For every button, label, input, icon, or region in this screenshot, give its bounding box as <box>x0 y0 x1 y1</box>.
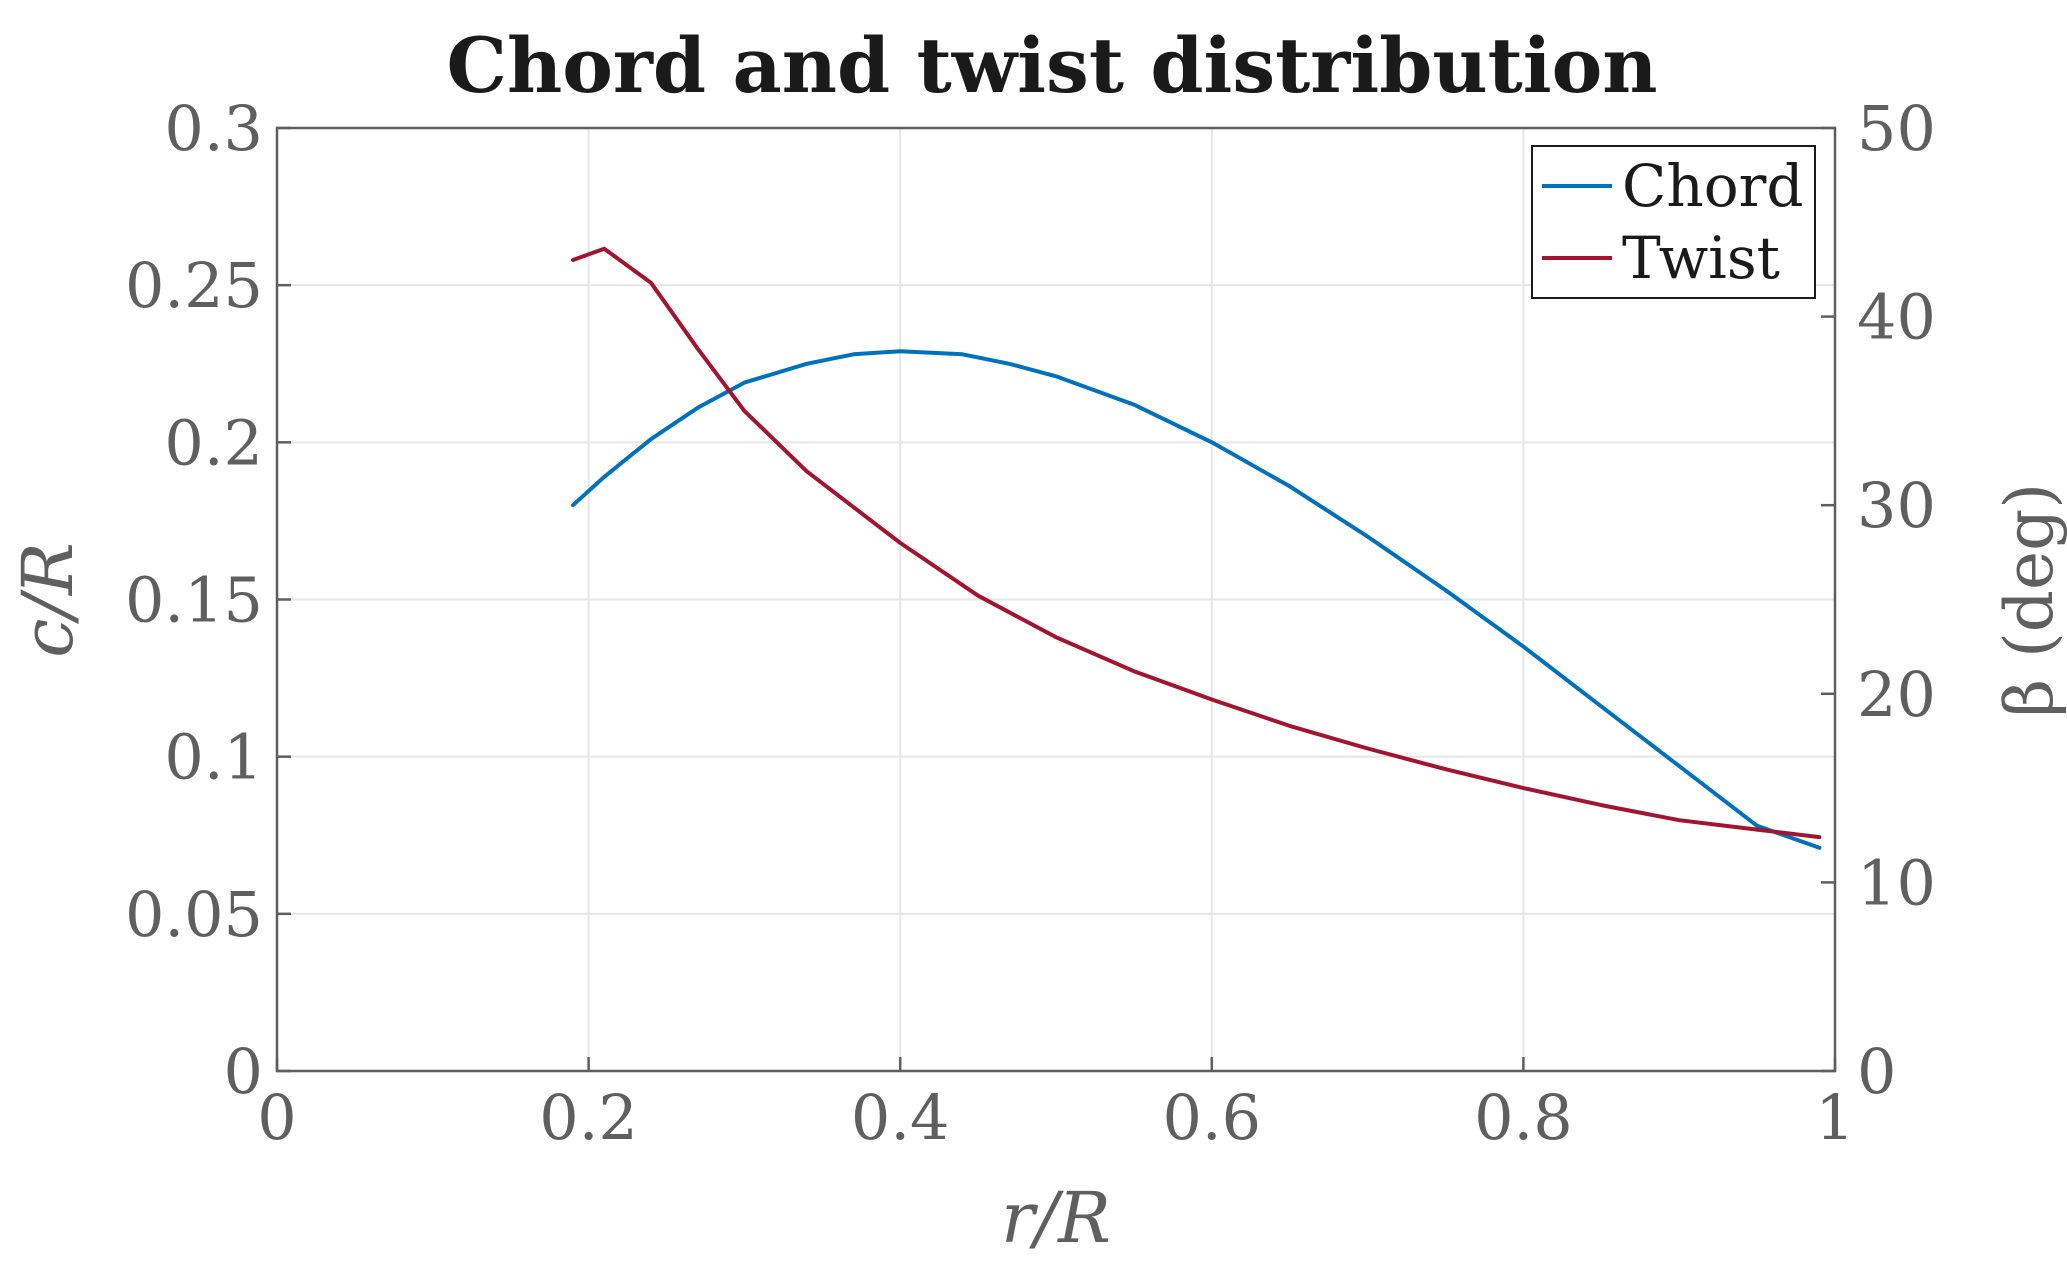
x-tick-label: 0.2 <box>539 1081 638 1154</box>
x-tick-label: 0.6 <box>1162 1081 1261 1154</box>
series-layer <box>571 246 1822 850</box>
y-left-tick-label: 0 <box>224 1035 263 1108</box>
x-tick-label: 1 <box>1815 1081 1854 1154</box>
y-right-tick-label: 0 <box>1857 1035 1896 1108</box>
legend-label-twist: Twist <box>1622 224 1780 292</box>
y-right-tick-label: 50 <box>1857 92 1936 165</box>
x-tick-label: 0.8 <box>1474 1081 1573 1154</box>
y-left-tick-label: 0.2 <box>164 406 263 479</box>
chart-title: Chord and twist distribution <box>446 21 1657 110</box>
series-line-chord <box>571 349 1822 850</box>
y-left-tick-label: 0.1 <box>164 721 263 794</box>
x-tick-label: 0 <box>257 1081 296 1154</box>
y-axis-label-left: c/R <box>7 542 89 658</box>
y-left-tick-label: 0.15 <box>125 564 263 637</box>
y-left-tick-label: 0.3 <box>164 92 263 165</box>
y-right-tick-label: 40 <box>1857 281 1936 354</box>
y-right-tick-label: 30 <box>1857 469 1936 542</box>
legend: Chord Twist <box>1531 145 1816 299</box>
y-axis-label-right: β (deg) <box>1991 483 2067 717</box>
x-axis-label: r/R <box>1001 1177 1111 1259</box>
legend-label-chord: Chord <box>1622 152 1804 220</box>
series-line-twist <box>571 246 1822 840</box>
legend-box <box>1531 145 1816 299</box>
y-left-tick-label: 0.25 <box>125 249 263 322</box>
tick-labels: 0 0.2 0.4 0.6 0.8 100.050.10.150.20.250.30102… <box>125 92 1936 1154</box>
y-right-tick-label: 10 <box>1857 846 1936 919</box>
y-right-tick-label: 20 <box>1857 658 1936 731</box>
y-left-tick-label: 0.05 <box>125 878 263 951</box>
x-tick-label: 0.4 <box>851 1081 950 1154</box>
